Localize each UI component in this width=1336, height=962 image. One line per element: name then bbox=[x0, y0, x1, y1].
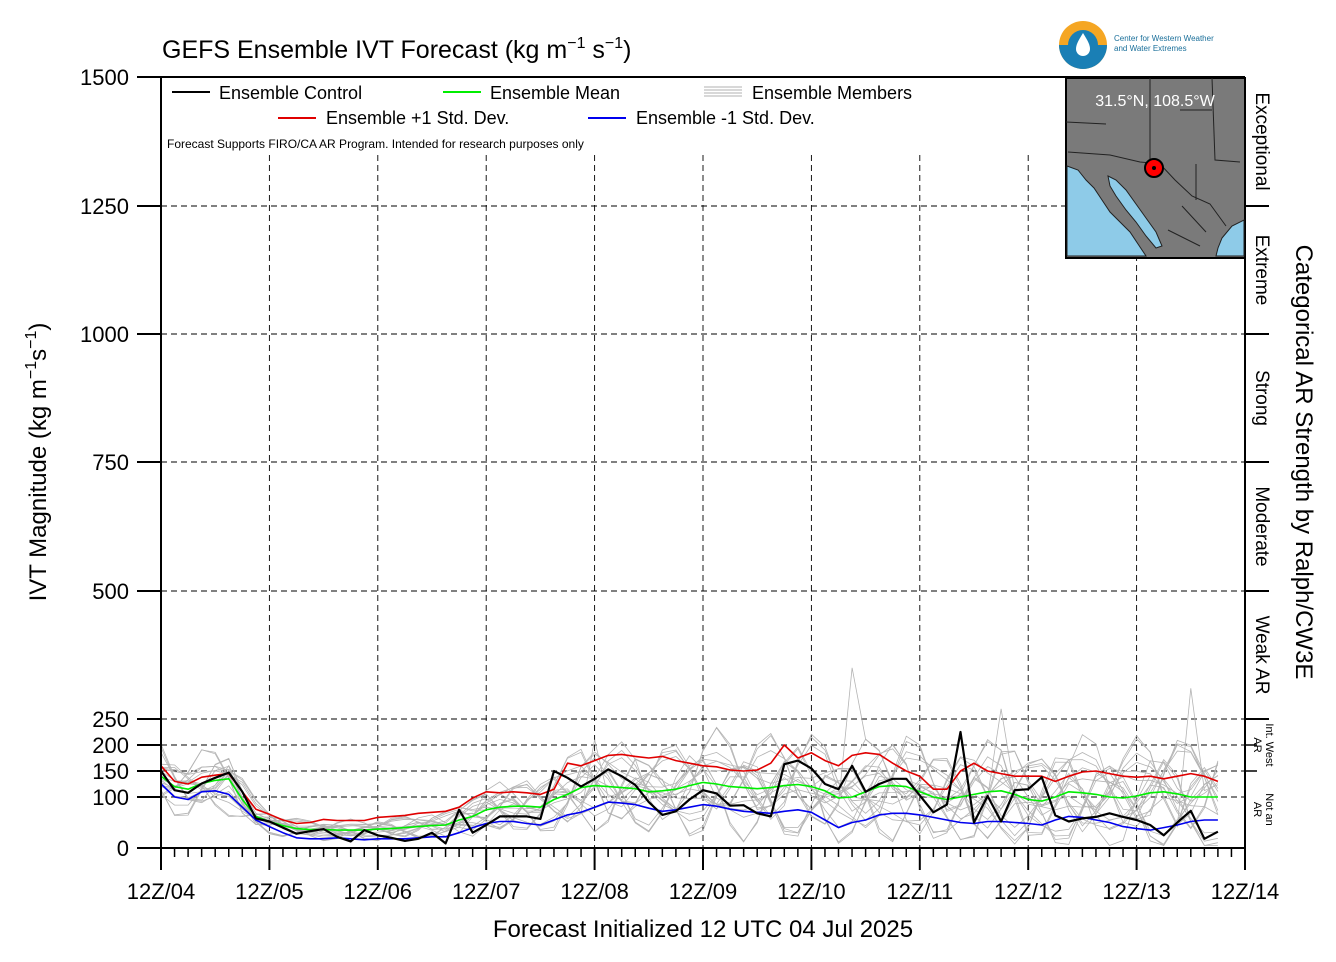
y-tick-label: 1250 bbox=[80, 194, 129, 219]
disclaimer-note: Forecast Supports FIRO/CA AR Program. In… bbox=[167, 137, 584, 151]
location-inset-map: 31.5°N, 108.5°W bbox=[1065, 77, 1246, 259]
y-tick-label: 200 bbox=[92, 733, 129, 758]
x-tick-label: 12Z/09 bbox=[669, 879, 738, 904]
y-tick-label: 150 bbox=[92, 759, 129, 784]
category-axis-label: Categorical AR Strength by Ralph/CW3E bbox=[1290, 245, 1317, 680]
logo-text-line2: and Water Extremes bbox=[1114, 44, 1187, 53]
y-tick-label: 750 bbox=[92, 450, 129, 475]
ensemble-member-line bbox=[160, 727, 1219, 837]
y-tick-label: 500 bbox=[92, 579, 129, 604]
y-tick-label: 0 bbox=[117, 836, 129, 861]
ensemble-member-line bbox=[160, 733, 1219, 847]
x-axis-label: Forecast Initialized 12 UTC 04 Jul 2025 bbox=[493, 916, 913, 943]
svg-text:Int. West: Int. West bbox=[1263, 723, 1275, 766]
legend: Ensemble Control Ensemble Mean Ensemble … bbox=[167, 83, 912, 151]
x-tick-label: 12Z/07 bbox=[452, 879, 521, 904]
control-line bbox=[160, 730, 1219, 845]
ensemble-member-line bbox=[160, 763, 1219, 845]
x-tick-label: 12Z/11 bbox=[886, 879, 953, 904]
y-axis-label: IVT Magnitude (kg m−1s−1) bbox=[23, 323, 52, 602]
inset-gulf-mexico bbox=[1215, 219, 1245, 257]
chart-title: GEFS Ensemble IVT Forecast (kg m−1 s−1) bbox=[162, 35, 632, 64]
inset-location-label: 31.5°N, 108.5°W bbox=[1095, 93, 1215, 110]
x-tick-label: 12Z/12 bbox=[994, 879, 1063, 904]
svg-text:AR: AR bbox=[1251, 737, 1263, 752]
category-exceptional: Exceptional bbox=[1251, 92, 1272, 190]
mean-line bbox=[160, 775, 1218, 831]
inset-ocean-pacific bbox=[1066, 165, 1147, 257]
location-marker-center bbox=[1152, 166, 1156, 170]
x-tick-label: 12Z/14 bbox=[1211, 879, 1280, 904]
svg-text:Not an: Not an bbox=[1263, 793, 1275, 825]
legend-swatch-members bbox=[704, 86, 742, 97]
legend-label-mean: Ensemble Mean bbox=[490, 83, 620, 103]
cw3e-logo: Center for Western Weather and Water Ext… bbox=[1059, 21, 1214, 69]
x-tick-label: 12Z/04 bbox=[127, 879, 196, 904]
y-tick-label: 100 bbox=[92, 785, 129, 810]
x-tick-label: 12Z/13 bbox=[1102, 879, 1171, 904]
legend-label-members: Ensemble Members bbox=[752, 83, 912, 103]
x-tick-label: 12Z/06 bbox=[344, 879, 413, 904]
category-strong: Strong bbox=[1251, 370, 1272, 426]
category-extreme: Extreme bbox=[1251, 235, 1272, 306]
legend-label-minus-std: Ensemble -1 Std. Dev. bbox=[636, 108, 815, 128]
legend-label-plus-std: Ensemble +1 Std. Dev. bbox=[326, 108, 509, 128]
inset-borders bbox=[1065, 77, 1241, 247]
series-lines bbox=[160, 730, 1219, 845]
ensemble-member-line bbox=[160, 750, 1219, 846]
category-moderate: Moderate bbox=[1251, 486, 1272, 566]
legend-label-control: Ensemble Control bbox=[219, 83, 362, 103]
category-labels: Exceptional Extreme Strong Moderate Weak AR I… bbox=[1245, 92, 1275, 826]
logo-text-line1: Center for Western Weather bbox=[1114, 34, 1214, 43]
y-tick-label: 1500 bbox=[80, 65, 129, 90]
svg-text:AR: AR bbox=[1251, 802, 1263, 817]
category-weak-ar: Weak AR bbox=[1251, 616, 1272, 695]
ensemble-member-line bbox=[160, 758, 1219, 843]
inset-gulf-california bbox=[1107, 175, 1163, 249]
x-tick-label: 12Z/08 bbox=[560, 879, 629, 904]
y-tick-label: 1000 bbox=[80, 322, 129, 347]
x-tick-label: 12Z/10 bbox=[777, 879, 846, 904]
drop-icon bbox=[1076, 33, 1090, 56]
x-tick-label: 12Z/05 bbox=[235, 879, 304, 904]
ensemble-members bbox=[160, 667, 1219, 847]
ensemble-member-line bbox=[160, 732, 1219, 838]
y-tick-label: 250 bbox=[92, 707, 129, 732]
